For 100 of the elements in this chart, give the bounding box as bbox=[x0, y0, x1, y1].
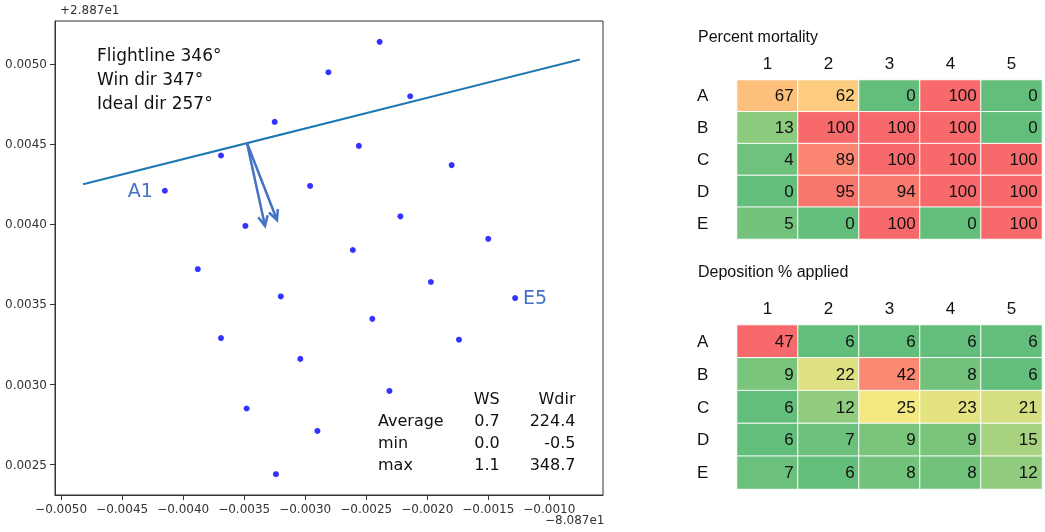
point bbox=[369, 315, 376, 322]
data-label: 1.1 bbox=[473, 454, 500, 476]
category-label: min bbox=[378, 432, 410, 454]
category-label: Average bbox=[378, 410, 444, 432]
data-label: 0 bbox=[784, 181, 794, 201]
data-label: 0.7 bbox=[473, 410, 500, 432]
x-tick-label: −0.0045 bbox=[96, 502, 149, 516]
y-tick-label: 0.0050 bbox=[5, 57, 47, 72]
text: −8.087e1 bbox=[545, 513, 605, 527]
y-tick-label: C bbox=[697, 397, 710, 417]
y-tick-label: D bbox=[697, 181, 710, 201]
data-label: 0 bbox=[906, 86, 916, 106]
data-label: 9 bbox=[784, 364, 794, 384]
point bbox=[386, 387, 393, 394]
data-label: 67 bbox=[774, 86, 794, 106]
point bbox=[349, 246, 356, 253]
point bbox=[307, 182, 314, 189]
point bbox=[242, 222, 249, 229]
point bbox=[297, 355, 304, 362]
y-tick-label: A bbox=[697, 86, 709, 106]
text: WS bbox=[472, 388, 500, 410]
data-label: 23 bbox=[957, 397, 977, 417]
data-label: 7 bbox=[784, 463, 794, 483]
point bbox=[407, 93, 414, 100]
data-label: 9 bbox=[906, 430, 916, 450]
annotation: A1 bbox=[127, 178, 153, 201]
y-tick-label: E bbox=[697, 463, 709, 483]
data-label: 21 bbox=[1018, 397, 1038, 417]
data-label: 100 bbox=[948, 118, 977, 138]
data-label: 9 bbox=[967, 430, 977, 450]
point bbox=[397, 213, 404, 220]
chart-title: Deposition % applied bbox=[698, 262, 849, 280]
point bbox=[448, 162, 455, 169]
data-label: 8 bbox=[967, 463, 977, 483]
y-tick-label: 0.0030 bbox=[5, 377, 47, 392]
data-label: 5 bbox=[784, 213, 794, 233]
y-tick-label: 0.0035 bbox=[5, 297, 47, 312]
data-label: 6 bbox=[784, 397, 794, 417]
point bbox=[376, 38, 383, 45]
data-label: 6 bbox=[845, 463, 855, 483]
annotation: Ideal dir 257° bbox=[97, 93, 213, 113]
x-tick-label: 1 bbox=[762, 299, 773, 318]
x-tick-label: 1 bbox=[762, 54, 773, 73]
data-label: 100 bbox=[887, 213, 916, 233]
data-label: 42 bbox=[896, 364, 916, 384]
x-tick-label: −0.0030 bbox=[279, 502, 332, 516]
annotation: Win dir 347° bbox=[97, 69, 204, 89]
data-label: 6 bbox=[1028, 331, 1038, 351]
y-tick-label: 0.0025 bbox=[5, 457, 47, 472]
point bbox=[455, 336, 462, 343]
point bbox=[427, 279, 434, 286]
x-tick-label: 5 bbox=[1006, 299, 1017, 318]
point bbox=[355, 142, 362, 149]
data-label: 12 bbox=[1018, 463, 1038, 483]
x-tick-label: 4 bbox=[945, 54, 956, 73]
data-label: 62 bbox=[835, 86, 855, 106]
data-label: 89 bbox=[835, 150, 855, 169]
point bbox=[512, 295, 519, 302]
x-tick-label: 3 bbox=[884, 54, 895, 73]
x-tick-label: −0.0010 bbox=[523, 502, 576, 516]
data-label: 100 bbox=[948, 150, 977, 169]
point bbox=[161, 187, 168, 194]
data-label: -0.5 bbox=[543, 432, 576, 454]
data-label: 0 bbox=[1028, 86, 1038, 106]
point bbox=[272, 471, 279, 478]
data-label: 6 bbox=[906, 331, 916, 351]
point bbox=[314, 427, 321, 434]
data-label: 95 bbox=[835, 181, 855, 201]
text: Wdir bbox=[537, 388, 576, 410]
data-label: 6 bbox=[1028, 364, 1038, 384]
data-label: 6 bbox=[967, 331, 977, 351]
data-label: 22 bbox=[835, 364, 855, 384]
category-label: max bbox=[378, 454, 414, 476]
x-tick-label: −0.0035 bbox=[218, 502, 271, 516]
chart-title: Percent mortality bbox=[698, 27, 819, 45]
y-tick-label: B bbox=[697, 364, 709, 384]
point bbox=[277, 293, 284, 300]
data-label: 25 bbox=[896, 397, 916, 417]
annotation: Flightline 346° bbox=[97, 45, 222, 65]
data-label: 7 bbox=[845, 430, 855, 450]
data-label: 47 bbox=[774, 331, 794, 351]
data-label: 0 bbox=[1028, 118, 1038, 138]
data-label: 100 bbox=[887, 150, 916, 169]
x-tick-label: −0.0050 bbox=[35, 502, 88, 516]
x-tick-label: −0.0015 bbox=[462, 502, 515, 516]
x-tick-label: 4 bbox=[945, 299, 956, 318]
x-tick-label: 3 bbox=[884, 299, 895, 318]
annotation: E5 bbox=[523, 286, 548, 309]
x-tick-label: −0.0025 bbox=[340, 502, 393, 516]
y-tick-label: B bbox=[697, 118, 709, 138]
data-label: 100 bbox=[948, 181, 977, 201]
data-label: 224.4 bbox=[528, 410, 576, 432]
data-label: 94 bbox=[896, 181, 916, 201]
data-label: 100 bbox=[1009, 181, 1038, 201]
y-tick-label: A bbox=[697, 331, 709, 351]
point bbox=[194, 266, 201, 273]
x-tick-label: 2 bbox=[823, 299, 834, 318]
x-tick-label: 5 bbox=[1006, 54, 1017, 73]
data-label: 0 bbox=[845, 213, 855, 233]
data-label: 13 bbox=[774, 118, 794, 138]
